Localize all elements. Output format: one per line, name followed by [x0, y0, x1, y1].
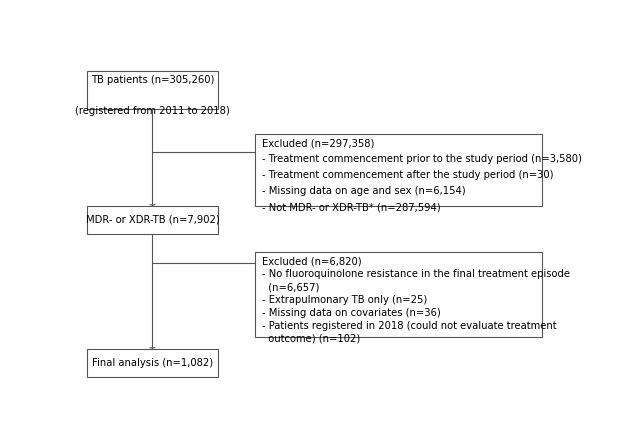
Text: - Patients registered in 2018 (could not evaluate treatment: - Patients registered in 2018 (could not… [262, 321, 557, 331]
Text: outcome) (n=102): outcome) (n=102) [262, 334, 360, 344]
Text: - Extrapulmonary TB only (n=25): - Extrapulmonary TB only (n=25) [262, 295, 427, 305]
Text: - Missing data on age and sex (n=6,154): - Missing data on age and sex (n=6,154) [262, 186, 466, 196]
FancyBboxPatch shape [87, 71, 218, 109]
Text: Excluded (n=297,358): Excluded (n=297,358) [262, 138, 374, 148]
Text: - Not MDR- or XDR-TB* (n=287,594): - Not MDR- or XDR-TB* (n=287,594) [262, 202, 441, 213]
Text: - Treatment commencement prior to the study period (n=3,580): - Treatment commencement prior to the st… [262, 154, 582, 164]
Text: - Treatment commencement after the study period (n=30): - Treatment commencement after the study… [262, 170, 554, 180]
Text: (n=6,657): (n=6,657) [262, 282, 320, 292]
Text: MDR- or XDR-TB (n=7,902): MDR- or XDR-TB (n=7,902) [86, 215, 220, 225]
FancyBboxPatch shape [87, 349, 218, 377]
Text: TB patients (n=305,260): TB patients (n=305,260) [91, 75, 214, 85]
FancyBboxPatch shape [87, 206, 218, 234]
Text: Excluded (n=6,820): Excluded (n=6,820) [262, 256, 362, 266]
Text: Final analysis (n=1,082): Final analysis (n=1,082) [92, 358, 213, 368]
Text: - No fluoroquinolone resistance in the final treatment episode: - No fluoroquinolone resistance in the f… [262, 269, 570, 279]
FancyBboxPatch shape [255, 252, 542, 337]
Text: (registered from 2011 to 2018): (registered from 2011 to 2018) [75, 106, 230, 116]
FancyBboxPatch shape [255, 134, 542, 206]
Text: - Missing data on covariates (n=36): - Missing data on covariates (n=36) [262, 308, 441, 318]
